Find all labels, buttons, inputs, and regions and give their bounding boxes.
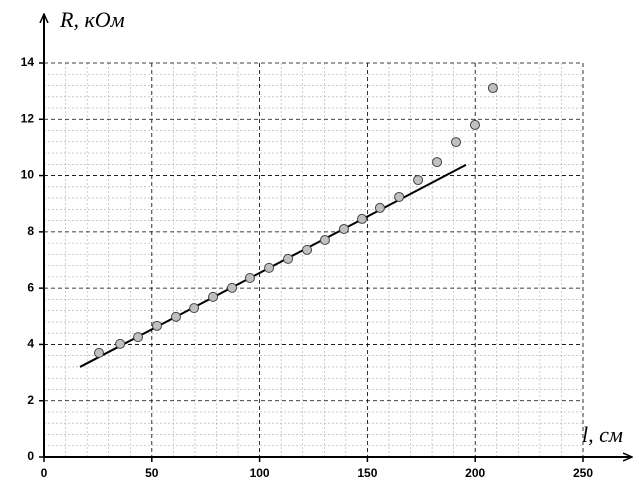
y-tick-label: 2 [27,393,34,407]
y-tick-label: 12 [21,111,35,125]
y-tick-label: 8 [27,224,34,238]
data-point [338,224,349,235]
x-axis-title: l, см [582,422,623,447]
y-tick-label: 4 [27,337,34,351]
data-point [189,303,200,314]
data-point [227,282,238,293]
data-point [264,262,275,273]
data-point [244,273,255,284]
y-tick-label: 6 [27,280,34,294]
y-tick-label: 10 [21,168,35,182]
y-tick-label: 0 [27,449,34,463]
data-point [432,157,443,168]
x-tick-label: 50 [145,466,159,480]
data-point [302,244,313,255]
data-point [357,213,368,224]
data-point [93,347,104,358]
x-tick-label: 100 [250,466,270,480]
data-point [394,191,405,202]
x-tick-label: 200 [465,466,485,480]
data-point [208,291,219,302]
y-axis-title: R, кОм [59,7,125,32]
x-tick-label: 150 [357,466,377,480]
grid [43,62,584,458]
data-point [115,338,126,349]
x-tick-label: 250 [573,466,593,480]
data-point [319,235,330,246]
data-point [413,175,424,186]
x-tick-label: 0 [41,466,48,480]
data-point [283,253,294,264]
y-tick-label: 14 [21,55,35,69]
data-point [151,320,162,331]
data-point [170,311,181,322]
data-point [374,202,385,213]
data-point [451,137,462,148]
data-point [469,119,480,130]
data-point [487,83,498,94]
data-point [133,332,144,343]
